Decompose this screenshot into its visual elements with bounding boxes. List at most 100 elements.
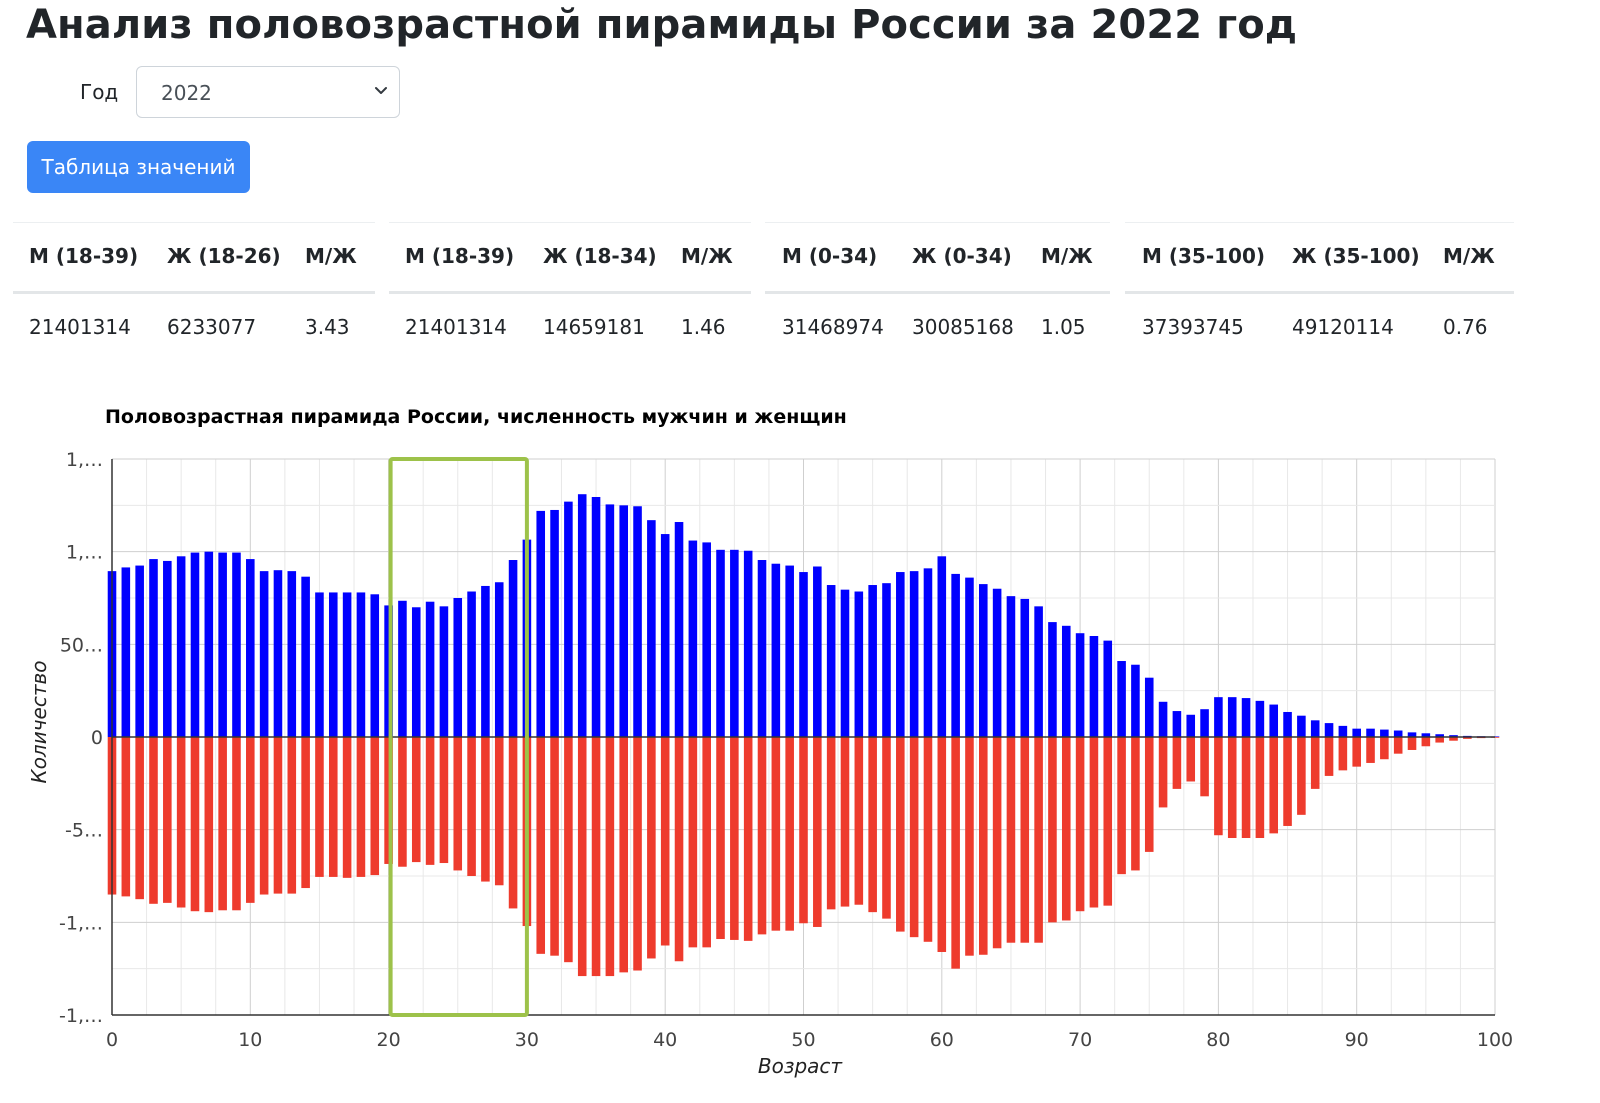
- table-value-cell: 1.46: [681, 315, 726, 339]
- female-bar: [1158, 737, 1168, 808]
- female-bar: [163, 737, 172, 903]
- male-bar: [757, 560, 767, 737]
- female-bar: [688, 737, 698, 948]
- female-bar: [550, 737, 559, 956]
- table-header-cell: М (18-39): [405, 244, 515, 268]
- table-value-cell: 3.43: [305, 315, 350, 339]
- x-axis-label: Возраст: [758, 1054, 844, 1078]
- male-bar: [356, 592, 366, 737]
- female-bar: [1117, 737, 1126, 875]
- male-bar: [342, 592, 352, 737]
- male-bar: [218, 552, 227, 737]
- male-bar: [1172, 711, 1182, 737]
- male-bar: [508, 560, 518, 737]
- female-bar: [370, 737, 380, 876]
- x-tick-label: 100: [1477, 1029, 1513, 1051]
- female-bar: [785, 737, 794, 931]
- female-bar: [508, 737, 518, 909]
- male-bar: [1034, 606, 1043, 737]
- x-tick-label: 90: [1345, 1029, 1369, 1051]
- female-bar: [398, 737, 407, 867]
- male-bar: [411, 607, 421, 737]
- female-bar: [1283, 737, 1292, 826]
- female-bar: [1034, 737, 1043, 943]
- female-bar: [1407, 737, 1417, 750]
- page-title: Анализ половозрастной пирамиды России за…: [26, 2, 1298, 48]
- male-bar: [577, 494, 587, 737]
- male-bar: [1241, 698, 1251, 737]
- male-bar: [1020, 598, 1030, 737]
- y-tick-label: 1,…: [66, 542, 103, 564]
- female-bar: [813, 737, 822, 927]
- population-pyramid-chart: Половозрастная пирамида России, численно…: [27, 406, 1513, 1078]
- male-bar: [1269, 704, 1279, 737]
- chart-title: Половозрастная пирамида России, численно…: [105, 406, 847, 428]
- male-bar: [1407, 732, 1417, 737]
- female-bar: [923, 737, 933, 942]
- year-label: Год: [80, 80, 119, 104]
- female-bar: [1172, 737, 1182, 789]
- female-bar: [439, 737, 449, 864]
- female-bar: [619, 737, 628, 973]
- female-bar: [1310, 737, 1320, 789]
- male-bar: [1227, 697, 1237, 737]
- table-rule-header: [765, 291, 1110, 294]
- male-bar: [951, 573, 960, 737]
- female-bar: [246, 737, 255, 903]
- male-bar: [453, 598, 463, 737]
- table-header-cell: М/Ж: [1443, 244, 1495, 268]
- male-bar: [564, 501, 573, 737]
- female-bar: [771, 737, 781, 931]
- male-bar: [425, 601, 435, 737]
- male-bar: [1158, 701, 1168, 737]
- female-bar: [315, 737, 324, 877]
- male-bar: [370, 594, 380, 737]
- female-bar: [1338, 737, 1348, 771]
- female-bar: [1131, 737, 1140, 871]
- male-bar: [1061, 625, 1071, 737]
- female-bar: [411, 737, 421, 863]
- female-bar: [937, 737, 947, 952]
- female-bar: [121, 737, 131, 897]
- male-bar: [1131, 664, 1140, 737]
- female-bar: [1103, 737, 1113, 906]
- table-header-cell: Ж (0-34): [912, 244, 1012, 268]
- female-bar: [1214, 737, 1223, 836]
- stats-table-2: М (18-39) Ж (18-34) М/Ж 21401314 1465918…: [389, 222, 751, 350]
- male-bar: [1103, 640, 1113, 737]
- male-bar: [301, 576, 310, 737]
- female-bar: [826, 737, 836, 910]
- female-bar: [743, 737, 753, 941]
- female-bar: [1144, 737, 1154, 852]
- year-select[interactable]: 2022: [136, 66, 400, 118]
- male-bar: [1214, 697, 1223, 737]
- values-table-button[interactable]: Таблица значений: [27, 141, 250, 193]
- male-bar: [259, 571, 269, 737]
- y-tick-label: -5…: [65, 820, 103, 842]
- male-bar: [785, 565, 794, 737]
- male-bar: [273, 570, 283, 737]
- male-bar: [840, 589, 850, 737]
- table-value-cell: 49120114: [1292, 315, 1394, 339]
- stats-table-4: М (35-100) Ж (35-100) М/Ж 37393745 49120…: [1125, 222, 1514, 350]
- male-bar: [287, 571, 297, 737]
- male-bar: [467, 591, 476, 737]
- female-bar: [1075, 737, 1085, 912]
- male-bar: [1435, 734, 1444, 737]
- table-header-cell: М (35-100): [1142, 244, 1266, 268]
- female-bar: [1435, 737, 1444, 743]
- female-bar: [992, 737, 1002, 949]
- female-bar: [896, 737, 905, 932]
- female-bar: [730, 737, 739, 940]
- y-tick-label: -1,…: [59, 912, 103, 934]
- table-value-cell: 21401314: [29, 315, 131, 339]
- table-header-cell: М (0-34): [782, 244, 878, 268]
- female-bar: [1297, 737, 1306, 815]
- highlight-box: [388, 457, 529, 1017]
- male-bar: [854, 591, 864, 737]
- female-bar: [951, 737, 960, 969]
- female-bar: [633, 737, 642, 971]
- male-bar: [1255, 700, 1265, 737]
- x-tick-label: 80: [1206, 1029, 1230, 1051]
- male-bar: [1324, 723, 1334, 737]
